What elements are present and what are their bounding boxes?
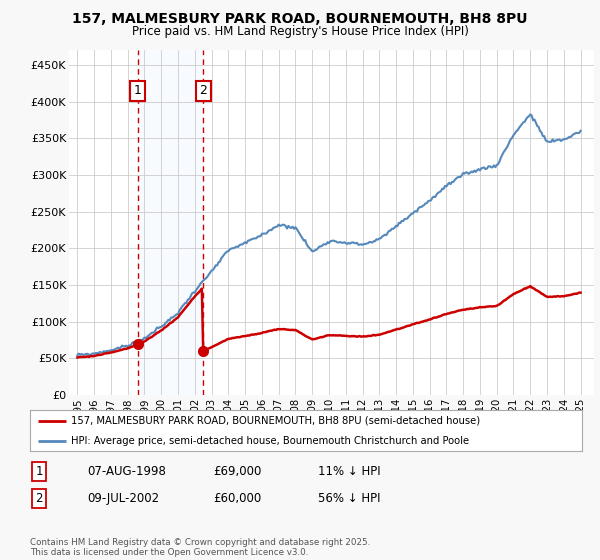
Text: 1: 1 xyxy=(134,84,142,97)
Text: HPI: Average price, semi-detached house, Bournemouth Christchurch and Poole: HPI: Average price, semi-detached house,… xyxy=(71,436,470,446)
Text: 07-AUG-1998: 07-AUG-1998 xyxy=(87,465,166,478)
Text: Price paid vs. HM Land Registry's House Price Index (HPI): Price paid vs. HM Land Registry's House … xyxy=(131,25,469,38)
Text: 11% ↓ HPI: 11% ↓ HPI xyxy=(318,465,380,478)
Text: £60,000: £60,000 xyxy=(213,492,261,505)
Text: 2: 2 xyxy=(199,84,207,97)
Text: £69,000: £69,000 xyxy=(213,465,262,478)
Text: 157, MALMESBURY PARK ROAD, BOURNEMOUTH, BH8 8PU (semi-detached house): 157, MALMESBURY PARK ROAD, BOURNEMOUTH, … xyxy=(71,416,481,426)
Text: 1: 1 xyxy=(35,465,43,478)
Text: 2: 2 xyxy=(35,492,43,505)
Text: Contains HM Land Registry data © Crown copyright and database right 2025.
This d: Contains HM Land Registry data © Crown c… xyxy=(30,538,370,557)
Bar xyxy=(138,50,203,395)
Text: 09-JUL-2002: 09-JUL-2002 xyxy=(87,492,159,505)
Text: 157, MALMESBURY PARK ROAD, BOURNEMOUTH, BH8 8PU: 157, MALMESBURY PARK ROAD, BOURNEMOUTH, … xyxy=(72,12,528,26)
Text: 56% ↓ HPI: 56% ↓ HPI xyxy=(318,492,380,505)
